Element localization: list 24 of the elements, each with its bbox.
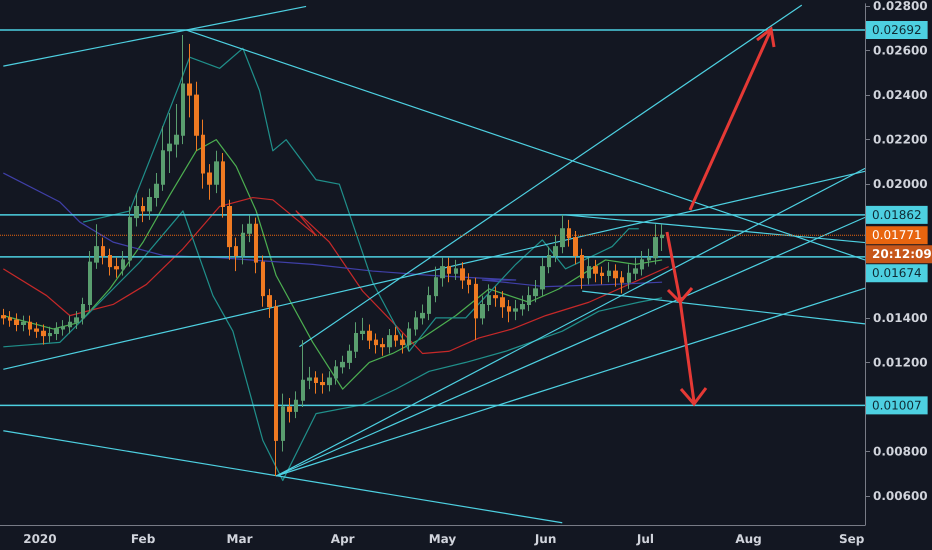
- x-tick-label: Jul: [636, 532, 654, 546]
- y-tick-label: 0.02400: [873, 88, 928, 102]
- y-tick-label: 0.01400: [873, 310, 928, 325]
- x-tick-label: Sep: [839, 532, 865, 546]
- x-tick-label: Apr: [330, 532, 355, 546]
- y-tick-label: 0.02600: [873, 44, 928, 58]
- x-tick-label: Jun: [534, 532, 556, 546]
- x-tick-label: May: [428, 532, 456, 546]
- text: 20:12:09: [872, 247, 932, 262]
- y-tick-label: 0.01200: [873, 355, 928, 370]
- y-tick-label: 0.02200: [873, 132, 928, 147]
- ref-line-label: 0.01862: [872, 208, 922, 222]
- y-tick-label: 0.00800: [873, 444, 928, 458]
- ref-line-label: 0.01007: [872, 398, 922, 412]
- x-tick-label: Aug: [735, 532, 762, 546]
- y-tick-label: 0.00600: [873, 489, 928, 504]
- ref-line-label: 0.01771: [872, 228, 922, 242]
- y-tick-label: 0.02800: [873, 0, 928, 13]
- ref-line-label: 0.02692: [872, 23, 922, 38]
- ref-line-label: 0.01674: [872, 266, 922, 280]
- x-tick-label: 2020: [23, 532, 57, 546]
- y-tick-label: 0.02000: [873, 177, 928, 192]
- x-tick-label: Mar: [226, 532, 253, 546]
- x-tick-label: Feb: [130, 532, 156, 546]
